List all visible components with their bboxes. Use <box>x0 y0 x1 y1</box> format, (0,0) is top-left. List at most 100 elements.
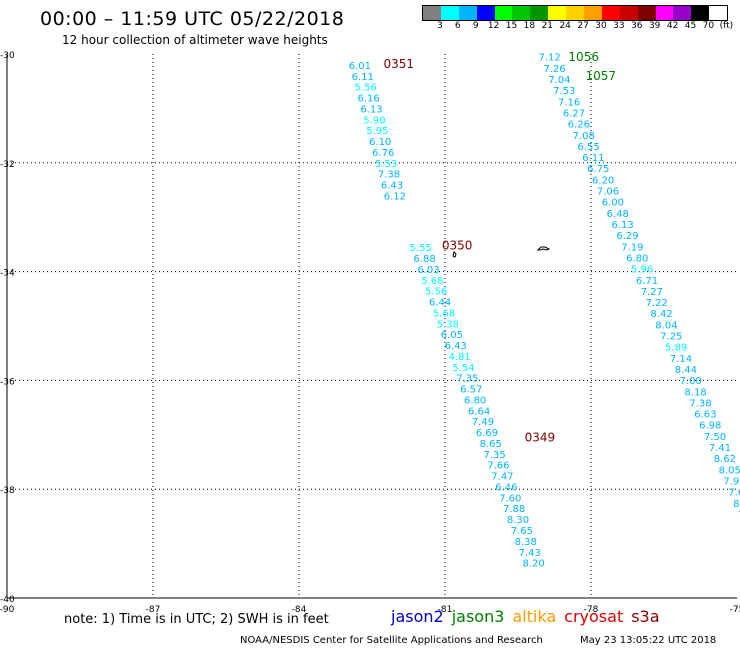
color-scale-unit: (ft) <box>719 21 734 31</box>
pass-id-label: 0349 <box>525 430 556 444</box>
map-grid <box>7 54 737 598</box>
wave-height-value: 6.43 <box>381 181 403 192</box>
color-swatch <box>566 6 585 20</box>
wave-height-value: 7.49 <box>472 417 494 428</box>
color-swatch <box>673 6 692 20</box>
wave-height-value: 5.56 <box>425 287 447 298</box>
lon-tick-label: -75 <box>730 605 740 615</box>
wave-height-value: 6.01 <box>349 61 371 72</box>
wave-height-value: 5.96 <box>631 265 653 276</box>
color-swatch <box>584 6 602 20</box>
wave-height-value: 6.27 <box>563 108 585 119</box>
color-swatch <box>458 6 477 20</box>
wave-height-value: 7.88 <box>738 510 740 521</box>
wave-height-value: 7.88 <box>503 504 525 515</box>
wave-height-value: 7.47 <box>491 472 513 483</box>
lat-tick-label: -40 <box>0 595 15 605</box>
wave-height-value: 5.68 <box>421 276 443 287</box>
wave-height-value: 7.92 <box>723 476 740 487</box>
page-subtitle: 12 hour collection of altimeter wave hei… <box>62 33 328 47</box>
wave-height-value: 5.55 <box>410 243 432 254</box>
wave-height-value: 6.71 <box>636 276 658 287</box>
wave-height-value: 7.38 <box>378 170 400 181</box>
wave-height-value: 6.03 <box>417 265 439 276</box>
wave-height-value: 6.98 <box>699 421 721 432</box>
wave-height-value: 8.18 <box>685 387 707 398</box>
wave-height-value: 6.11 <box>582 153 604 164</box>
wave-height-value: 7.25 <box>660 332 682 343</box>
footer-note: note: 1) Time is in UTC; 2) SWH is in fe… <box>64 612 329 627</box>
wave-height-value: 7.00 <box>680 376 702 387</box>
wave-height-value: 7.19 <box>621 242 643 253</box>
color-scale-label: 9 <box>472 21 479 31</box>
satellite-legend-cryosat: cryosat <box>564 607 624 626</box>
credit-line: NOAA/NESDIS Center for Satellite Applica… <box>240 635 543 646</box>
wave-height-value: 7.26 <box>543 64 565 75</box>
wave-height-value: 7.65 <box>511 526 533 537</box>
color-swatch <box>637 6 656 20</box>
wave-height-value: 7.50 <box>704 432 726 443</box>
coastline-island <box>536 246 551 251</box>
satellite-legend-s3a: s3a <box>631 607 660 626</box>
wave-height-value: 5.54 <box>452 363 474 374</box>
pass-id-label: 1056 <box>568 50 599 64</box>
wave-height-value: 7.43 <box>519 548 541 559</box>
color-swatch <box>709 6 728 20</box>
wave-height-value: 6.46 <box>495 482 517 493</box>
wave-height-value: 6.80 <box>626 253 648 264</box>
wave-height-value: 6.80 <box>464 395 486 406</box>
wave-height-value: 8.44 <box>675 365 697 376</box>
wave-height-value: 7.35 <box>456 374 478 385</box>
wave-height-value: 4.81 <box>448 352 470 363</box>
wave-height-value: 6.69 <box>476 428 498 439</box>
pass-id-label: 1057 <box>585 69 616 83</box>
color-scale-label: 39 <box>648 21 661 31</box>
wave-height-value: 6.63 <box>694 410 716 421</box>
wave-height-value: 6.13 <box>360 104 382 115</box>
color-swatch <box>619 6 638 20</box>
wave-height-value: 6.43 <box>445 341 467 352</box>
color-scale-label: 45 <box>684 21 697 31</box>
lon-tick-label: -90 <box>0 605 15 615</box>
wave-height-value: 7.22 <box>646 298 668 309</box>
color-scale-label: 36 <box>631 21 643 31</box>
timestamp: May 23 13:05:22 UTC 2018 <box>580 635 717 646</box>
wave-height-value: 7.06 <box>597 187 619 198</box>
wave-height-value: 6.05 <box>441 330 463 341</box>
color-swatch <box>440 6 459 20</box>
lon-tick-label: -87 <box>146 605 161 615</box>
wave-height-value: 7.38 <box>689 398 711 409</box>
color-swatch <box>655 6 674 20</box>
wave-height-value: 5.53 <box>375 159 397 170</box>
map-axes: -90-87-84-81-78-75-30-32-34-36-38-40 <box>0 51 740 615</box>
lon-tick-label: -84 <box>292 605 307 615</box>
wave-height-value: 6.88 <box>413 254 435 265</box>
color-scale-label: 33 <box>613 21 625 31</box>
color-scale-label: 18 <box>523 21 536 31</box>
wave-height-value: 5.56 <box>355 83 377 94</box>
color-scale-label: 30 <box>595 21 607 31</box>
wave-height-value: 7.41 <box>709 443 731 454</box>
color-scale-label: 24 <box>559 21 571 31</box>
wave-height-value: 6.48 <box>607 209 629 220</box>
wave-height-value: 8.30 <box>507 515 529 526</box>
wave-height-value: 7.66 <box>487 461 509 472</box>
wave-height-value: 8.20 <box>522 559 544 570</box>
wave-height-value: 7.53 <box>553 86 575 97</box>
wave-height-value: 6.10 <box>369 137 391 148</box>
pass-labels: 0351035003491056105710581059 <box>383 50 616 444</box>
wave-height-value: 5.95 <box>366 126 388 137</box>
color-swatch <box>494 6 513 20</box>
color-swatch <box>512 6 531 20</box>
wave-height-value: 5.89 <box>665 343 687 354</box>
color-scale-label: 12 <box>487 21 500 31</box>
satellite-legend-jason2: jason2 <box>391 607 444 626</box>
wave-height-value: 7.12 <box>539 53 561 64</box>
wave-height-value: 7.14 <box>670 354 692 365</box>
coastline-islet <box>452 251 457 258</box>
wave-height-value: 6.20 <box>592 175 614 186</box>
wave-height-color-scale <box>422 5 729 21</box>
wave-height-value: 6.57 <box>460 385 482 396</box>
wave-height-value: 8.03 <box>733 499 740 510</box>
page-title: 00:00 – 11:59 UTC 05/22/2018 <box>40 8 345 30</box>
